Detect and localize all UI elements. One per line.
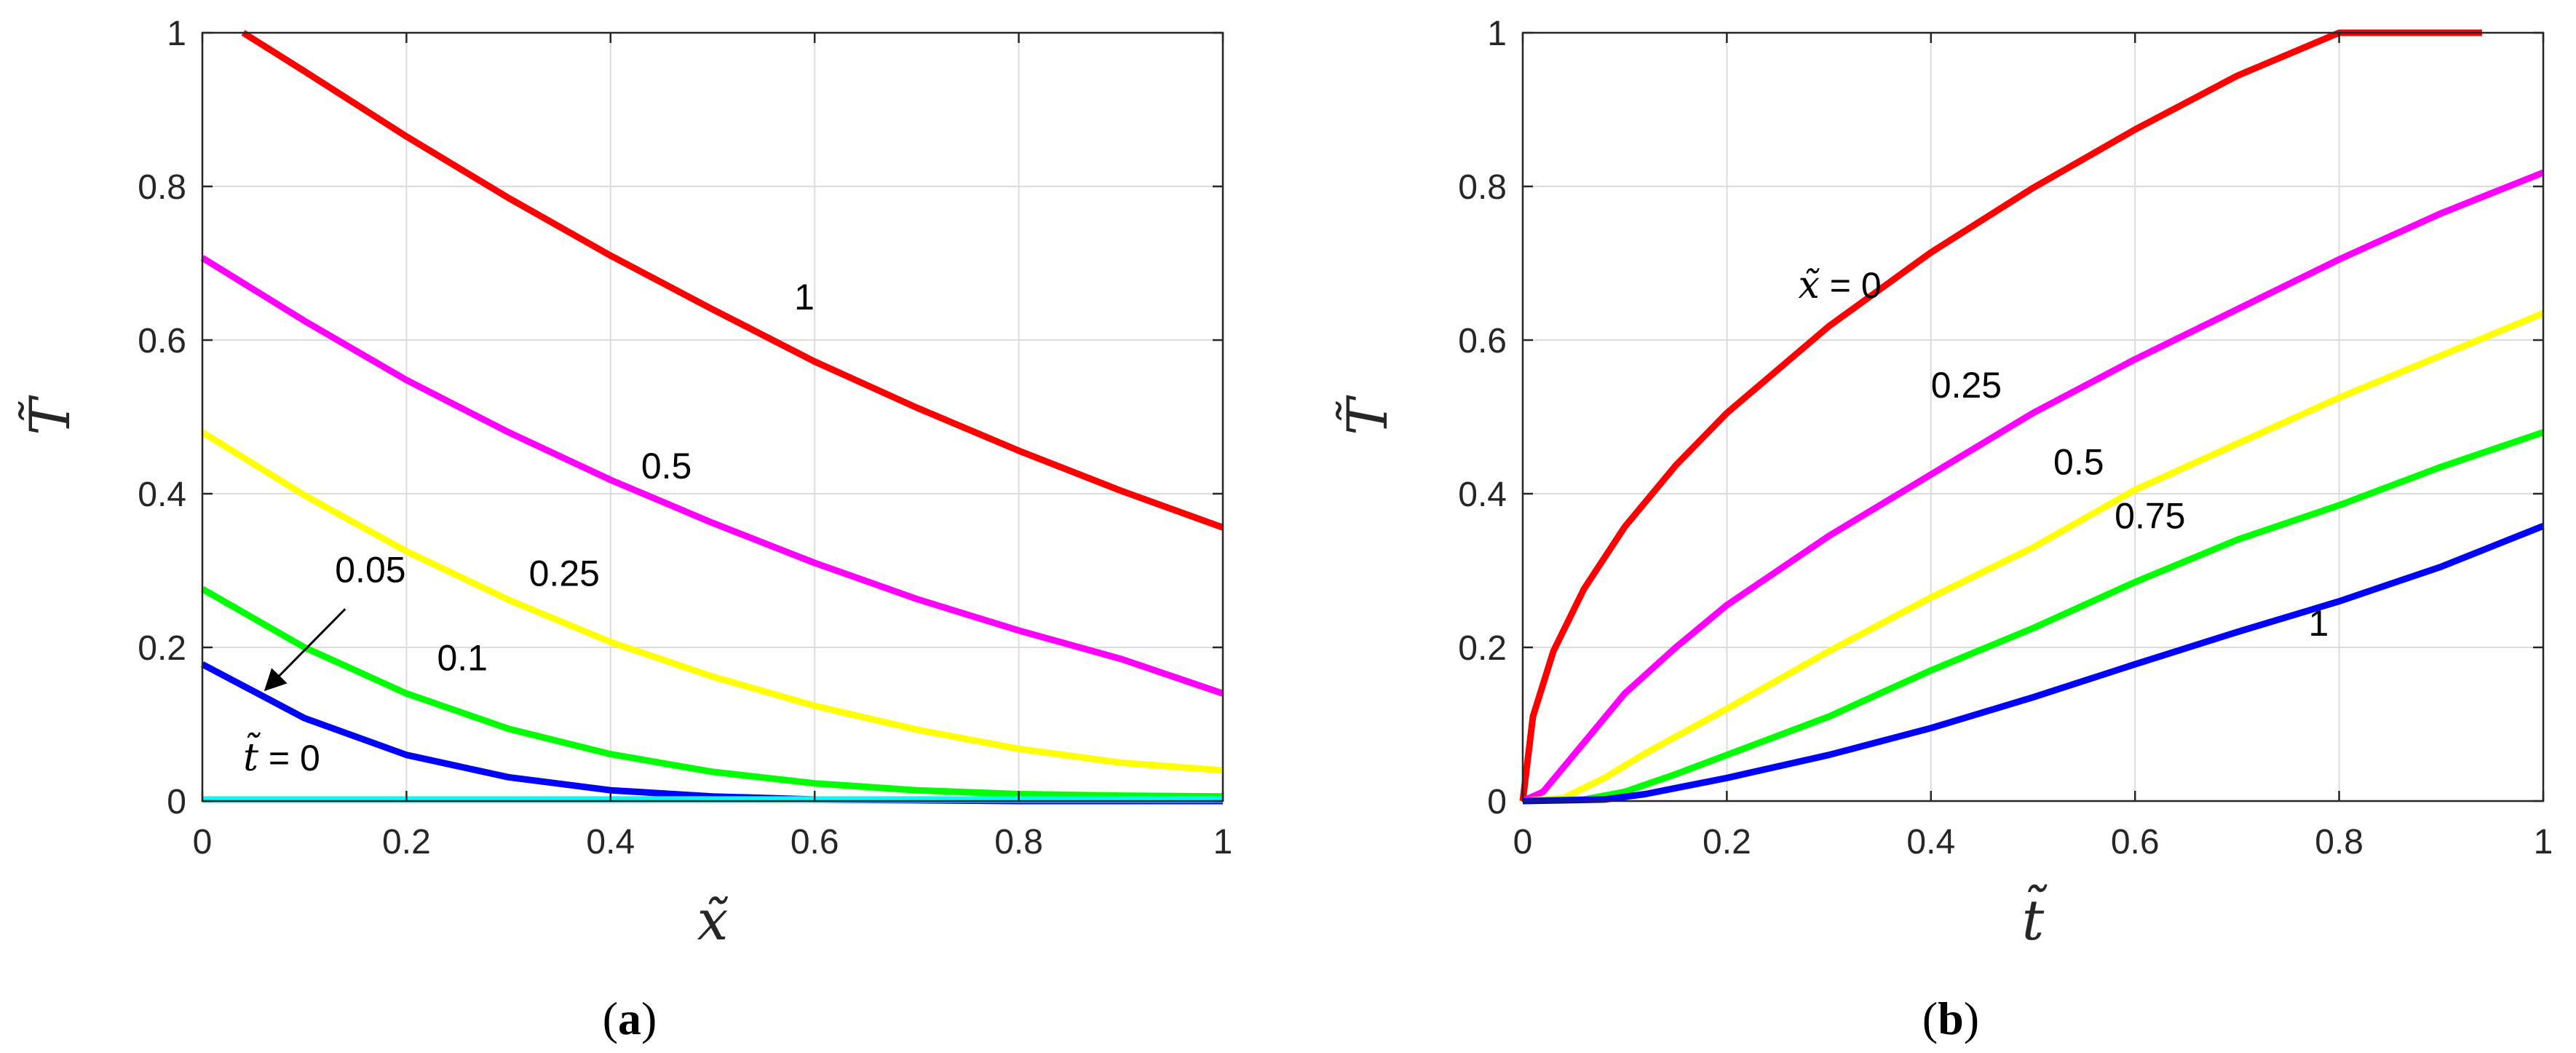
axes-frame [1521,31,2545,802]
y-axis-label: T̃ [1334,395,1400,435]
y-tick-label: 0 [1487,783,1507,821]
y-tick-label: 0.6 [1458,322,1507,360]
annotation: 0.25 [1931,365,2002,406]
x-tick-label: 0.8 [2315,823,2363,861]
x-axis-label: x̃ [697,888,729,953]
annotation: 1 [2309,603,2329,644]
y-tick-label: 0.8 [138,168,186,207]
y-axis-label: T̃ [17,395,82,435]
x-tick-label: 0 [1513,823,1533,861]
annotation: 1 [794,277,815,318]
annotation: 0.75 [2115,495,2185,536]
y-tick-label: 0.2 [138,629,186,668]
y-tick-label: 1 [167,15,186,53]
annotation: 0.05 [335,549,405,590]
series-line-0-5 [1522,309,2545,805]
series-line-0-25 [200,429,1224,774]
annotation-value: = 0 [1820,265,1882,306]
x-tick-label: 1 [2534,823,2553,861]
panel-b: 0 0.2 0.4 0.6 0.8 1 0 0.2 0.4 0.6 0.8 1 t̃ T̃ x̃ = 0 0.… [1334,15,2553,1044]
x-tick-label: 0.8 [994,823,1043,861]
annotation: t̃ = 0 [243,732,320,780]
axes-frame [201,31,1224,802]
annotation: 0.5 [641,446,692,486]
x-tick-label: 0.2 [382,823,431,861]
panel-label: (b) [1922,993,1979,1044]
annotation-symbol: x̃ [1799,264,1820,307]
x-tick-label: 0.4 [1906,823,1955,861]
y-tick-label: 0.4 [1458,476,1507,514]
y-tick-label: 0.6 [138,322,186,360]
series-line-0-25 [1521,169,2545,805]
panel-label-paren: ( [603,993,618,1044]
series-line-0-1 [200,585,1224,800]
x-tick-label: 0.6 [2111,823,2160,861]
series-line-1 [241,30,1224,531]
annotation: 0.5 [2053,442,2104,483]
x-axis-label: t̃ [2022,884,2048,953]
series-line-1 [1522,523,2545,805]
panel-label-letter: a [618,993,641,1044]
series-line-0 [1519,29,2482,802]
panel-label-paren: ( [1922,993,1938,1044]
panel-a: 0 0.2 0.4 0.6 0.8 1 0 0.2 0.4 0.6 0.8 1 x̃ T̃ 1 0.5 0.25… [17,15,1232,1044]
panel-label-letter: b [1938,993,1964,1044]
x-tick-label: 0.6 [790,823,839,861]
y-tick-label: 0.2 [1458,629,1507,668]
panel-label: (a) [603,993,657,1044]
panel-label-paren: ) [641,993,657,1044]
series-line-0-05 [200,661,1223,805]
x-tick-label: 0 [193,823,213,861]
x-tick-label: 1 [1213,823,1233,861]
series-line-0-5 [200,255,1224,697]
annotation-value: = 0 [258,738,320,778]
y-tick-label: 1 [1487,15,1507,53]
annotation-arrow [263,608,346,692]
series-line-0-75 [1522,429,2545,805]
annotation: 0.1 [437,638,488,679]
y-tick-label: 0 [167,783,186,821]
annotation: x̃ = 0 [1799,264,1882,307]
x-tick-label: 0.2 [1703,823,1751,861]
annotation: 0.25 [529,553,600,594]
annotation-symbol: t̃ [243,732,261,780]
panel-label-paren: ) [1964,993,1979,1044]
x-tick-label: 0.4 [586,823,635,861]
y-tick-label: 0.8 [1458,168,1507,207]
y-tick-label: 0.4 [138,476,186,514]
